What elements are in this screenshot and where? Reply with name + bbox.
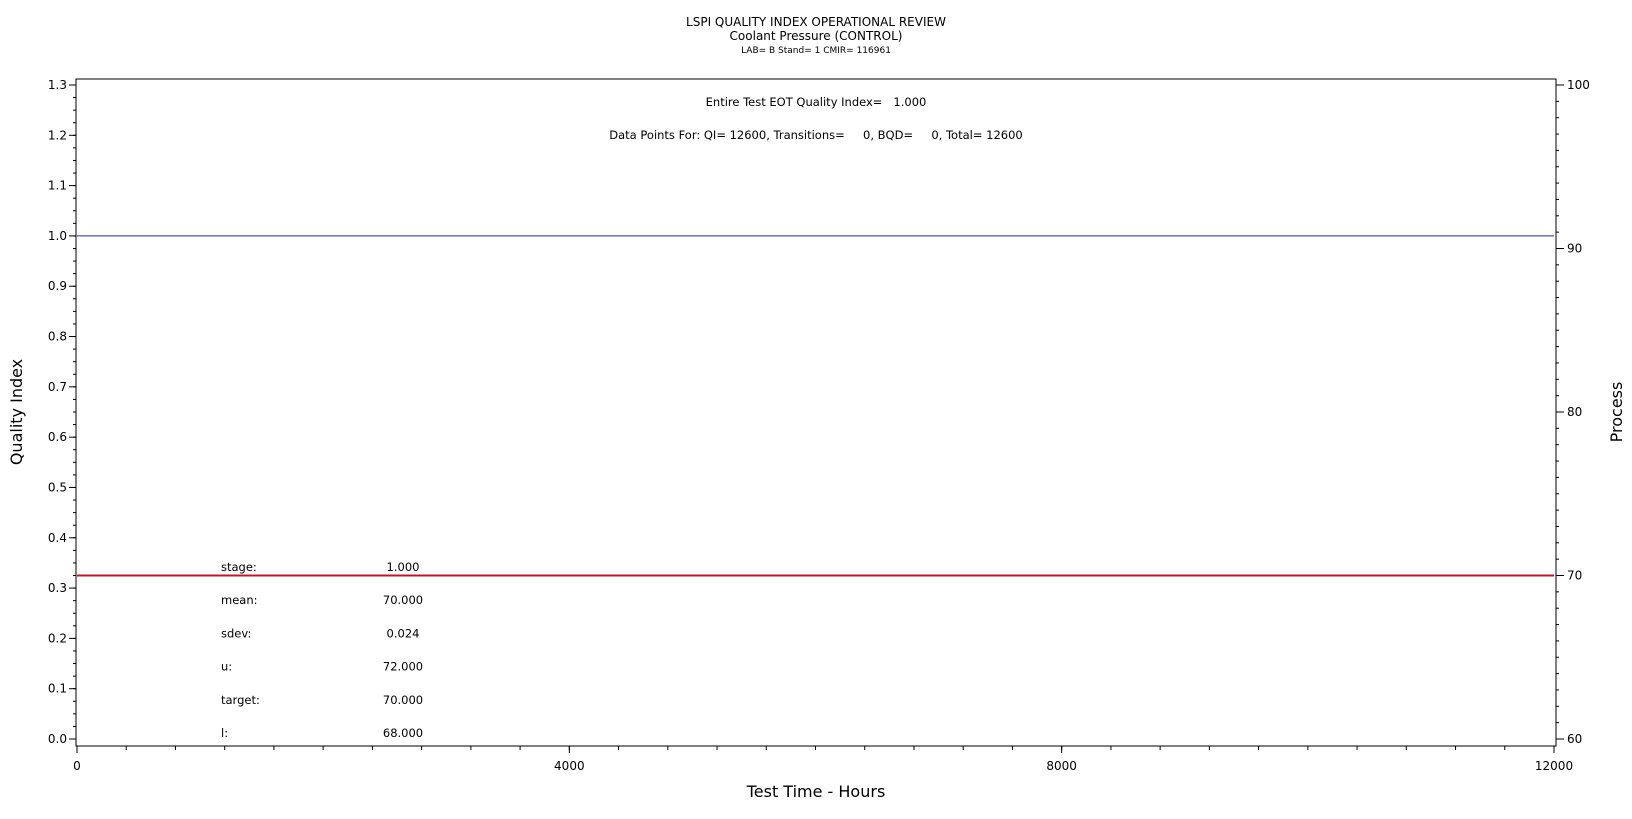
stat-label: sdev: xyxy=(221,626,251,640)
x-tick-label: 8000 xyxy=(1046,759,1077,773)
y2-axis-label: Process xyxy=(1607,382,1626,443)
stat-label: u: xyxy=(221,660,232,674)
y-tick-label: 0.2 xyxy=(48,631,67,645)
chart-subtitle-2: LAB= B Stand= 1 CMIR= 116961 xyxy=(741,46,891,56)
y-tick-label: 0.3 xyxy=(48,581,67,595)
y-tick-label: 1.3 xyxy=(48,78,67,92)
quality-index-annotation: Entire Test EOT Quality Index= 1.000 xyxy=(706,95,927,109)
chart-title: LSPI QUALITY INDEX OPERATIONAL REVIEW xyxy=(686,15,946,29)
x-axis-label: Test Time - Hours xyxy=(746,782,886,801)
stat-value: 68.000 xyxy=(383,726,423,740)
right-axis-ticks: 60 70 80 90 100 xyxy=(1556,78,1590,746)
y-axis-label: Quality Index xyxy=(7,359,26,465)
y-tick-label: 0.0 xyxy=(48,732,67,746)
stats-table: stage: 1.000 mean: 70.000 sdev: 0.024 u: 72.000… xyxy=(221,560,423,740)
x-tick-label: 0 xyxy=(73,759,81,773)
data-points-annotation: Data Points For: QI= 12600, Transitions=… xyxy=(609,128,1022,142)
stat-value: 70.000 xyxy=(383,693,423,707)
y-tick-label: 0.9 xyxy=(48,279,67,293)
y-tick-label: 0.8 xyxy=(48,330,67,344)
series-layer xyxy=(77,235,1554,577)
bottom-axis-ticks: 0 4000 8000 12000 xyxy=(73,746,1573,773)
stat-label: mean: xyxy=(221,593,258,607)
y2-tick-label: 100 xyxy=(1567,78,1590,92)
stat-value: 0.024 xyxy=(387,626,420,640)
y-tick-label: 1.1 xyxy=(48,179,67,193)
stat-value: 1.000 xyxy=(387,560,420,574)
y-tick-label: 1.2 xyxy=(48,128,67,142)
y-tick-label: 1.0 xyxy=(48,229,67,243)
x-tick-label: 12000 xyxy=(1535,759,1573,773)
x-tick-label: 4000 xyxy=(554,759,585,773)
stat-value: 72.000 xyxy=(383,660,423,674)
y-tick-label: 0.1 xyxy=(48,682,67,696)
plot-frame xyxy=(75,78,1557,747)
y2-tick-label: 80 xyxy=(1567,405,1582,419)
y-tick-label: 0.6 xyxy=(48,430,67,444)
y2-tick-label: 90 xyxy=(1567,242,1582,256)
stat-label: target: xyxy=(221,693,260,707)
stat-label: l: xyxy=(221,726,228,740)
y2-tick-label: 60 xyxy=(1567,732,1582,746)
y-tick-label: 0.7 xyxy=(48,380,67,394)
stat-label: stage: xyxy=(221,560,257,574)
chart-subtitle: Coolant Pressure (CONTROL) xyxy=(730,29,903,43)
left-axis-ticks: 0.0 0.1 0.2 0.3 0.4 0.5 0.6 0.7 0.8 0.9 1.0 1.1 1.2 1… xyxy=(48,78,76,746)
y-tick-label: 0.5 xyxy=(48,480,67,494)
y2-tick-label: 70 xyxy=(1567,569,1582,583)
stat-value: 70.000 xyxy=(383,593,423,607)
y-tick-label: 0.4 xyxy=(48,531,67,545)
